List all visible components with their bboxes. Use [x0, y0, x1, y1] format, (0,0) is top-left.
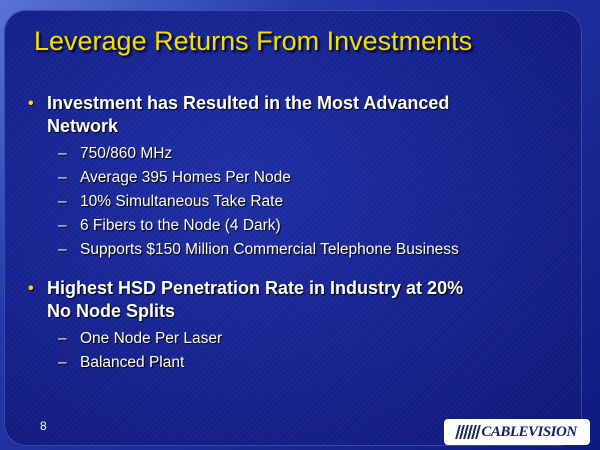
slide-title: Leverage Returns From Investments — [34, 26, 473, 56]
bullet: Highest HSD Penetration Rate in Industry… — [27, 277, 587, 323]
sub-item: Balanced Plant — [27, 351, 587, 375]
bullet-line: Network — [47, 116, 119, 136]
sub-item: Average 395 Homes Per Node — [27, 166, 587, 190]
bullet-line: Investment has Resulted in the Most Adva… — [47, 93, 450, 113]
sub-item: Supports $150 Million Commercial Telepho… — [27, 238, 587, 262]
sub-item: 750/860 MHz — [27, 142, 587, 166]
sub-item: One Node Per Laser — [27, 327, 587, 351]
slide-body: Investment has Resulted in the Most Adva… — [27, 92, 587, 375]
bullet-line: No Node Splits — [47, 301, 176, 321]
logo-text: CABLEVISION — [481, 423, 577, 440]
sub-list: 750/860 MHzAverage 395 Homes Per Node10%… — [27, 142, 587, 262]
page-number: 8 — [40, 419, 47, 433]
logo-stripes — [455, 425, 482, 439]
bullet-group: Highest HSD Penetration Rate in Industry… — [27, 277, 587, 375]
bullet-group: Investment has Resulted in the Most Adva… — [27, 92, 587, 262]
sub-list: One Node Per LaserBalanced Plant — [27, 327, 587, 375]
bullet-line: Highest HSD Penetration Rate in Industry… — [47, 278, 464, 298]
sub-item: 6 Fibers to the Node (4 Dark) — [27, 214, 587, 238]
logo: CABLEVISION — [444, 419, 590, 445]
bullet: Investment has Resulted in the Most Adva… — [27, 92, 587, 138]
sub-item: 10% Simultaneous Take Rate — [27, 190, 587, 214]
